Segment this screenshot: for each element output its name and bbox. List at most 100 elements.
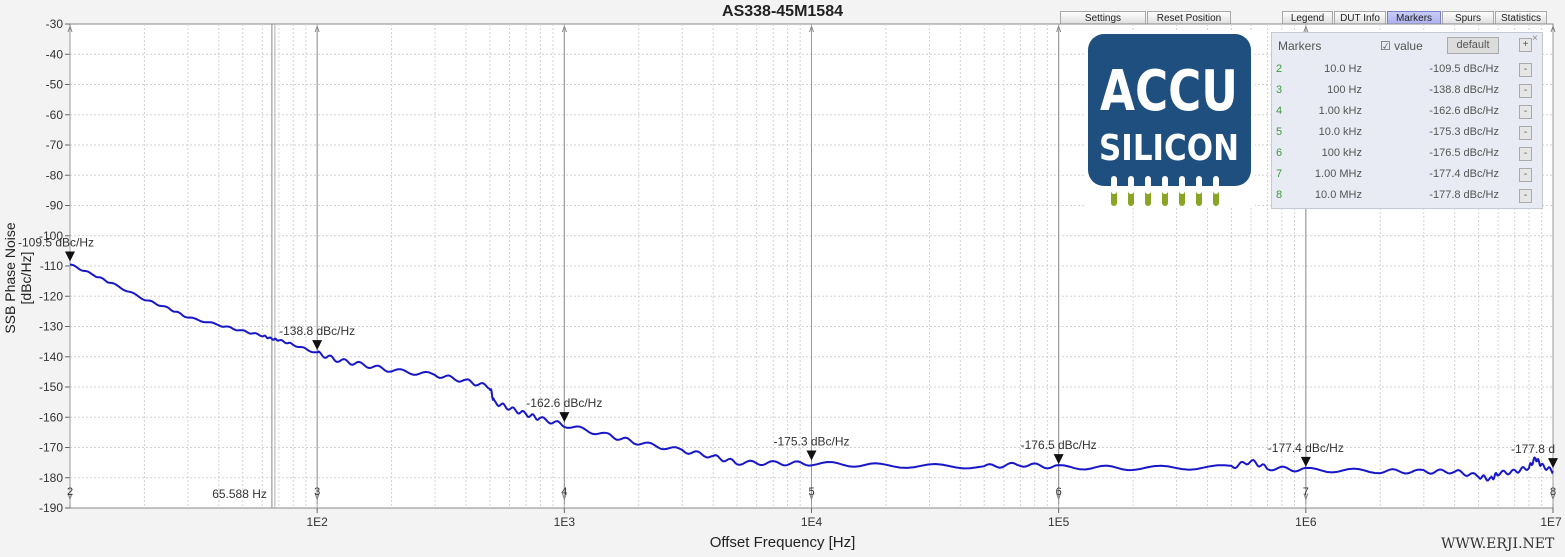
marker-index: 4 <box>1276 105 1283 117</box>
y-tick-label: -80 <box>46 168 64 182</box>
marker-frequency: 10.0 kHz <box>1318 126 1362 138</box>
y-tick-label: -60 <box>46 108 64 122</box>
remove-marker-button[interactable]: - <box>1519 168 1532 182</box>
marker-value-label: -109.5 dBc/Hz <box>18 235 94 249</box>
x-tick-label: 1E4 <box>801 515 823 529</box>
x-tick-label: 1E3 <box>554 515 576 529</box>
markers-panel-title: Markers <box>1278 39 1322 53</box>
marker-index: 7 <box>1276 168 1283 180</box>
marker-top-arrow: ʌ <box>1551 24 1556 35</box>
marker-bottom-arrow: v <box>1303 491 1308 502</box>
chart-title: AS338-45M1584 <box>722 3 843 20</box>
default-button[interactable]: default <box>1447 37 1499 54</box>
marker-value: -109.5 dBc/Hz <box>1429 63 1499 75</box>
y-tick-label: -130 <box>39 320 63 334</box>
marker-row: 6 100 kHz -176.5 dBc/Hz - <box>1272 143 1542 164</box>
phase-noise-trace <box>69 263 1554 482</box>
marker-row: 5 10.0 kHz -175.3 dBc/Hz - <box>1272 122 1542 143</box>
marker-value-label: -138.8 dBc/Hz <box>279 324 355 338</box>
value-checkbox-label: value <box>1394 39 1423 53</box>
close-panel-icon[interactable]: × <box>1532 33 1538 44</box>
remove-marker-button[interactable]: - <box>1519 189 1532 203</box>
y-tick-label: -50 <box>46 78 64 92</box>
marker-id-label: 4 <box>561 486 567 498</box>
marker-top-arrow: ʌ <box>809 24 814 35</box>
logo-pins <box>1111 176 1219 206</box>
marker-frequency: 1.00 kHz <box>1318 105 1362 117</box>
marker-id-label: 8 <box>1550 486 1556 498</box>
y-tick-label: -150 <box>39 380 63 394</box>
y-tick-label: -120 <box>39 289 63 303</box>
remove-marker-button[interactable]: - <box>1519 84 1532 98</box>
y-tick-label: -180 <box>39 471 63 485</box>
y-tick-label: -30 <box>46 17 64 31</box>
marker-index: 6 <box>1276 147 1283 159</box>
remove-marker-button[interactable]: - <box>1519 126 1532 140</box>
marker-frequency: 100 Hz <box>1327 84 1362 96</box>
x-tick-label: 1E5 <box>1048 515 1070 529</box>
x-axis-label: Offset Frequency [Hz] <box>709 534 856 551</box>
marker-value-label: -176.5 dBc/Hz <box>1021 438 1097 452</box>
value-checkbox[interactable]: ☑ value <box>1380 39 1423 53</box>
marker-value-label: -177.4 dBc/Hz <box>1268 441 1344 455</box>
marker-frequency: 10.0 Hz <box>1324 63 1362 75</box>
marker-row: 3 100 Hz -138.8 dBc/Hz - <box>1272 80 1542 101</box>
marker-bottom-arrow: v <box>809 491 814 502</box>
marker-triangle[interactable] <box>1300 456 1311 467</box>
marker-value: -175.3 dBc/Hz <box>1429 126 1499 138</box>
marker-id-label: 7 <box>1303 486 1309 498</box>
marker-triangle[interactable] <box>65 251 75 262</box>
remove-marker-button[interactable]: - <box>1519 147 1532 161</box>
marker-top-arrow: ʌ <box>1303 24 1308 35</box>
marker-value-label: -175.3 dBc/Hz <box>773 435 849 449</box>
marker-top-arrow: ʌ <box>315 24 320 35</box>
marker-triangle[interactable] <box>559 412 570 423</box>
marker-bottom-arrow: v <box>315 491 320 502</box>
marker-triangle[interactable] <box>312 340 323 351</box>
marker-frequency: 100 kHz <box>1321 147 1362 159</box>
marker-id-label: 6 <box>1056 486 1062 498</box>
marker-frequency: 10.0 MHz <box>1314 189 1362 201</box>
marker-index: 3 <box>1276 84 1283 96</box>
marker-id-label: 5 <box>808 486 814 498</box>
y-axis-label: SSB Phase Noise [dBc/Hz] <box>2 222 34 334</box>
marker-row: 7 1.00 MHz -177.4 dBc/Hz - <box>1272 164 1542 185</box>
marker-index: 2 <box>1276 63 1283 75</box>
y-tick-label: -40 <box>46 47 64 61</box>
marker-value-label: -162.6 dBc/Hz <box>526 396 602 410</box>
logo-text-accu: ACCU <box>1100 59 1238 124</box>
add-marker-button[interactable]: + <box>1519 38 1532 52</box>
remove-marker-button[interactable]: - <box>1519 105 1532 119</box>
marker-value-label: -177.8 d <box>1511 442 1555 456</box>
marker-bottom-arrow: v <box>68 491 73 502</box>
marker-triangle[interactable] <box>1053 454 1064 465</box>
marker-row: 8 10.0 MHz -177.8 dBc/Hz - <box>1272 185 1542 206</box>
marker-id-label: 3 <box>314 486 320 498</box>
marker-top-arrow: ʌ <box>68 24 73 35</box>
marker-frequency: 1.00 MHz <box>1314 168 1362 180</box>
marker-bottom-arrow: v <box>562 491 567 502</box>
marker-index: 5 <box>1276 126 1283 138</box>
accusilicon-logo: ACCU SILICON <box>1084 32 1255 207</box>
marker-triangle[interactable] <box>806 450 817 461</box>
y-tick-label: -140 <box>39 350 63 364</box>
y-tick-label: -170 <box>39 441 63 455</box>
marker-top-arrow: ʌ <box>1056 24 1061 35</box>
remove-marker-button[interactable]: - <box>1519 63 1532 77</box>
x-tick-label: 1E7 <box>1540 515 1562 529</box>
y-tick-label: -110 <box>40 259 63 273</box>
marker-value: -138.8 dBc/Hz <box>1429 84 1499 96</box>
y-tick-label: -70 <box>46 138 64 152</box>
marker-value: -162.6 dBc/Hz <box>1429 105 1499 117</box>
marker-triangle[interactable] <box>1548 458 1558 469</box>
marker-bottom-arrow: v <box>1551 491 1556 502</box>
marker-top-arrow: ʌ <box>562 24 567 35</box>
cursor-readout: 65.588 Hz <box>212 487 267 501</box>
marker-value: -177.4 dBc/Hz <box>1429 168 1499 180</box>
marker-row: 4 1.00 kHz -162.6 dBc/Hz - <box>1272 101 1542 122</box>
marker-bottom-arrow: v <box>1056 491 1061 502</box>
y-tick-label: -190 <box>39 501 63 515</box>
y-tick-label: -160 <box>39 410 63 424</box>
x-tick-label: 1E2 <box>306 515 328 529</box>
markers-panel: Markers ☑ value default + × 2 10.0 Hz -109… <box>1271 32 1543 209</box>
